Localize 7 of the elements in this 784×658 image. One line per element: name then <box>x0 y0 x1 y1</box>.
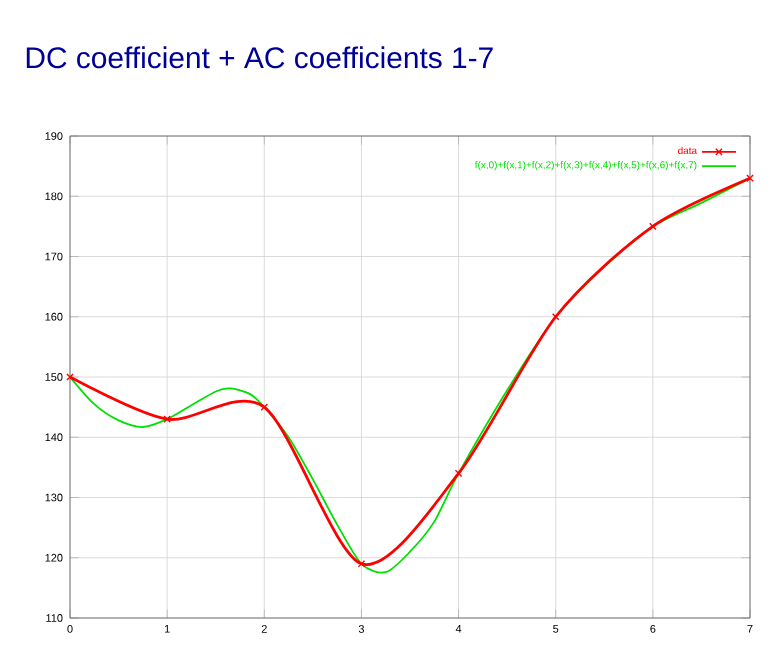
point <box>649 222 657 231</box>
point <box>454 469 463 478</box>
point <box>551 312 560 321</box>
point <box>163 415 171 423</box>
chart-title: DC coefficient + AC coefficients 1-7 <box>26 46 493 69</box>
point <box>357 559 366 568</box>
point <box>260 403 269 411</box>
